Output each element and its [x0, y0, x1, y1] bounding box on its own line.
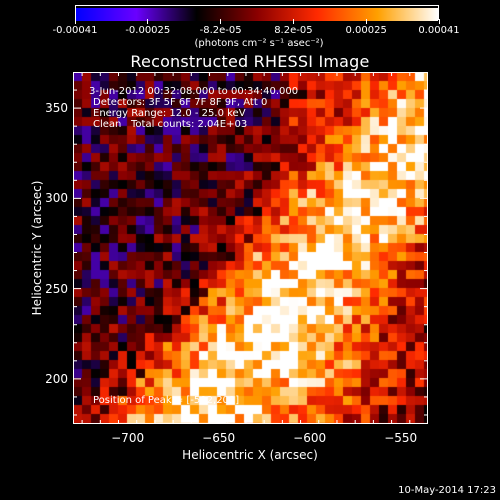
- plot-area: 3-Jun-2012 00:32:08.000 to 00:34:40.000 …: [73, 72, 428, 424]
- y-tick-label: 250: [45, 281, 68, 296]
- colorbar-tick: [74, 19, 76, 24]
- energy-range-label: Energy Range: 12.0 - 25.0 keV: [93, 108, 246, 119]
- colorbar-tick-label: -8.2e-05: [199, 25, 242, 36]
- chart-title: Reconstructed RHESSI Image: [130, 52, 370, 71]
- y-tick-label: 200: [45, 371, 68, 386]
- colorbar-tick: [147, 19, 149, 24]
- timestamp-footer: 10-May-2014 17:23: [398, 485, 496, 496]
- y-tick-label: 350: [45, 101, 68, 116]
- colorbar-tick-label: 8.2e-05: [274, 25, 313, 36]
- colorbar-tick-label: -0.00041: [52, 25, 98, 36]
- method-label: Clean: [93, 119, 122, 130]
- x-axis-label: Heliocentric X (arcsec): [182, 448, 318, 462]
- colorbar-gradient: [76, 8, 438, 21]
- x-tick-label: −600: [293, 431, 327, 445]
- plot-frame: [73, 72, 428, 424]
- colorbar-tick-label: 0.00041: [418, 25, 460, 36]
- detectors-label: Detectors: 3F 5F 6F 7F 8F 9F, Att 0: [93, 97, 268, 108]
- colorbar-tick: [220, 19, 222, 24]
- colorbar-tick-label: -0.00025: [125, 25, 171, 36]
- x-tick-label: −650: [202, 431, 236, 445]
- plot-axes: [73, 72, 428, 424]
- colorbar-units: (photons cm⁻² s⁻¹ asec⁻²): [194, 38, 324, 49]
- x-tick-label: −700: [111, 431, 145, 445]
- heatmap-image: [73, 72, 428, 424]
- total-counts-label: Total counts: 2.04E+03: [131, 119, 248, 130]
- x-tick-label: −550: [384, 431, 418, 445]
- colorbar-tick-label: 0.00025: [345, 25, 387, 36]
- y-tick-label: 300: [45, 191, 68, 206]
- colorbar-tick: [292, 19, 294, 24]
- peak-position-label: Position of Peak = [-592,201]: [93, 395, 240, 406]
- time-range-label: 3-Jun-2012 00:32:08.000 to 00:34:40.000: [89, 86, 299, 97]
- colorbar-tick: [438, 19, 440, 24]
- colorbar-tick: [365, 19, 367, 24]
- colorbar: [75, 5, 439, 21]
- y-axis-label: Heliocentric Y (arcsec): [30, 180, 44, 316]
